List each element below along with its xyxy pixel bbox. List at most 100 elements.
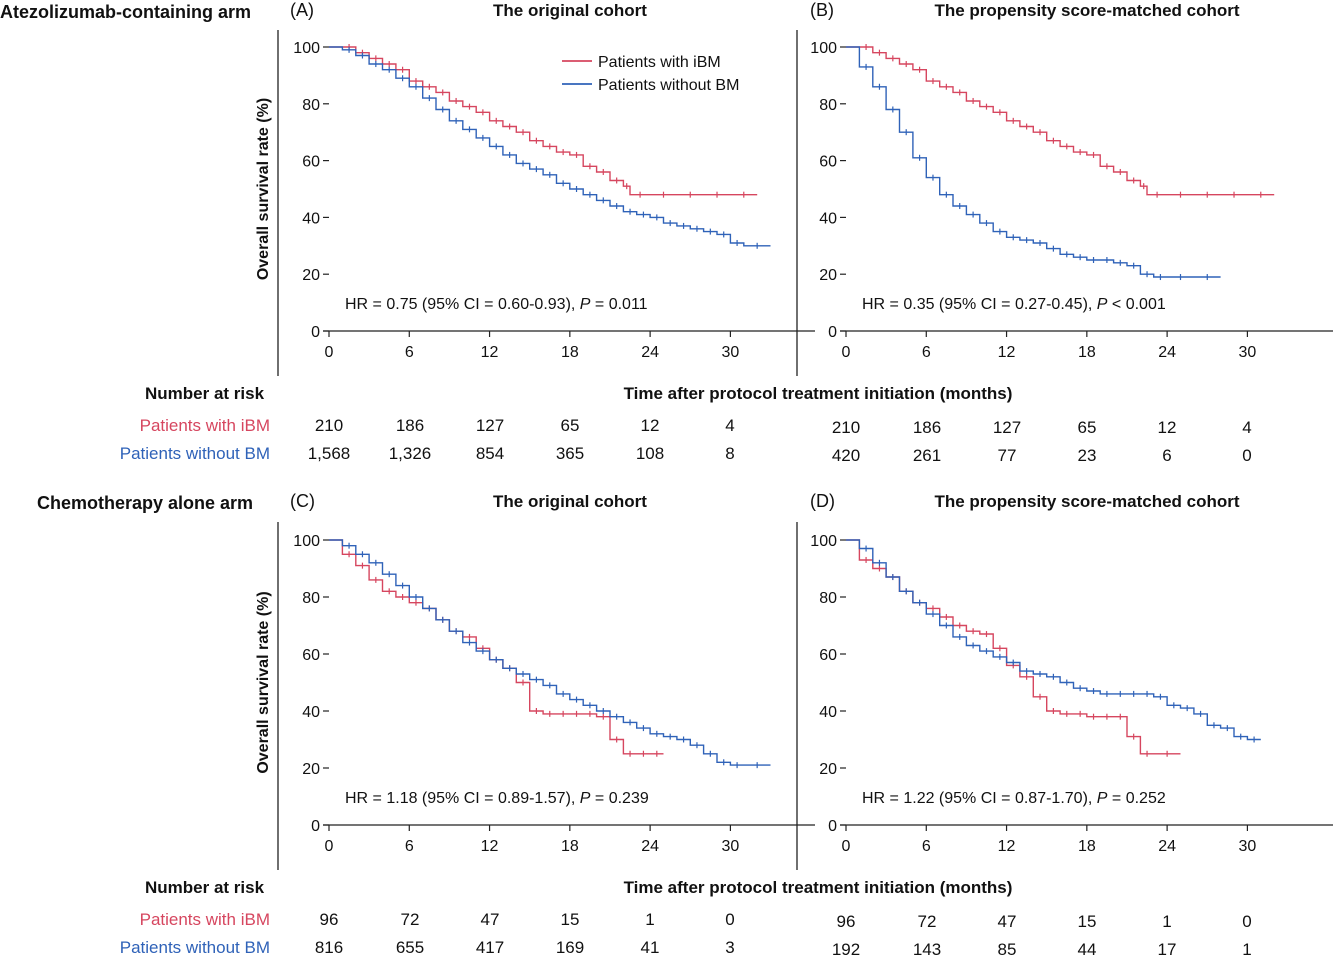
x-tick-label: 0	[325, 838, 334, 855]
risk-count-nobm: 365	[555, 444, 585, 463]
risk-count-ibm: 72	[400, 910, 420, 929]
risk-table-title: Number at risk	[145, 384, 265, 403]
p-label: P	[1097, 790, 1108, 807]
y-tick-label: 40	[302, 704, 320, 721]
risk-count-nobm: 1	[1242, 940, 1252, 959]
x-tick-label: 30	[722, 838, 740, 855]
y-tick-label: 0	[828, 324, 837, 341]
y-tick-label: 80	[302, 590, 320, 607]
series-line-nobm	[329, 539, 771, 766]
hr-text: HR = 0.35 (95% CI = 0.27-0.45),	[862, 296, 1097, 313]
hr-text: HR = 0.75 (95% CI = 0.60-0.93),	[345, 296, 580, 313]
panel-title-a: The original cohort	[493, 1, 647, 20]
x-axis-title: Time after protocol treatment initiation…	[623, 878, 1013, 897]
risk-count-ibm: 47	[997, 912, 1017, 931]
risk-count-ibm: 1	[1162, 912, 1172, 931]
x-tick-label: 18	[1078, 838, 1096, 855]
risk-count-nobm: 85	[997, 940, 1017, 959]
x-tick-label: 6	[405, 838, 414, 855]
x-tick-label: 24	[641, 838, 659, 855]
risk-count-ibm: 127	[475, 416, 505, 435]
series-line-ibm	[329, 46, 758, 196]
y-tick-label: 100	[810, 40, 837, 57]
risk-count-ibm: 96	[319, 910, 339, 929]
panel-letter-a: (A)	[290, 0, 314, 20]
y-tick-label: 0	[828, 818, 837, 835]
arm-title-chemotherapy: Chemotherapy alone arm	[37, 493, 254, 513]
risk-count-nobm: 143	[912, 940, 942, 959]
risk-count-ibm: 72	[917, 912, 937, 931]
risk-label-nobm: Patients without BM	[119, 444, 270, 463]
risk-count-ibm: 0	[725, 910, 735, 929]
y-tick-label: 60	[819, 647, 837, 664]
y-tick-label: 20	[302, 761, 320, 778]
x-tick-label: 24	[641, 344, 659, 361]
risk-count-nobm: 23	[1077, 446, 1097, 465]
hr-annotation: HR = 1.18 (95% CI = 0.89-1.57), P = 0.23…	[345, 790, 649, 807]
risk-count-nobm: 816	[314, 938, 344, 957]
risk-count-nobm: 261	[912, 446, 942, 465]
p-value: < 0.001	[1107, 296, 1165, 313]
p-label: P	[1097, 296, 1108, 313]
risk-count-nobm: 3	[725, 938, 735, 957]
x-axis-title: Time after protocol treatment initiation…	[623, 384, 1013, 403]
arm-title-atezolizumab: Atezolizumab-containing arm	[0, 2, 252, 22]
p-label: P	[580, 296, 591, 313]
risk-count-ibm: 12	[1157, 418, 1177, 437]
p-value: = 0.239	[590, 790, 648, 807]
y-tick-label: 20	[819, 267, 837, 284]
risk-count-ibm: 186	[912, 418, 942, 437]
risk-count-ibm: 186	[395, 416, 425, 435]
hr-annotation: HR = 0.35 (95% CI = 0.27-0.45), P < 0.00…	[862, 296, 1166, 313]
hr-text: HR = 1.18 (95% CI = 0.89-1.57),	[345, 790, 580, 807]
risk-count-ibm: 0	[1242, 912, 1252, 931]
risk-count-nobm: 169	[555, 938, 585, 957]
y-tick-label: 60	[819, 154, 837, 171]
panel-letter-d: (D)	[810, 491, 835, 511]
y-tick-label: 0	[311, 324, 320, 341]
risk-count-nobm: 417	[475, 938, 505, 957]
y-tick-label: 40	[302, 210, 320, 227]
hr-text: HR = 1.22 (95% CI = 0.87-1.70),	[862, 790, 1097, 807]
risk-count-nobm: 1,568	[307, 444, 351, 463]
p-value: = 0.252	[1107, 790, 1165, 807]
y-tick-label: 40	[819, 210, 837, 227]
risk-count-nobm: 1,326	[388, 444, 432, 463]
y-axis-label: Overall survival rate (%)	[255, 591, 272, 773]
x-tick-label: 12	[998, 838, 1016, 855]
y-tick-label: 100	[810, 533, 837, 550]
risk-count-ibm: 210	[314, 416, 344, 435]
risk-count-ibm: 4	[725, 416, 735, 435]
risk-count-nobm: 655	[395, 938, 425, 957]
y-tick-label: 60	[302, 647, 320, 664]
risk-count-ibm: 96	[836, 912, 856, 931]
risk-count-nobm: 108	[635, 444, 665, 463]
chart-panel-c: 0 20 40 60 80 100 0 6 12 18 24 30 Overall survival r…	[255, 522, 815, 870]
x-tick-label: 0	[842, 838, 851, 855]
p-value: = 0.011	[590, 296, 647, 313]
risk-label-nobm: Patients without BM	[119, 938, 270, 957]
risk-count-nobm: 192	[831, 940, 861, 959]
y-tick-label: 80	[819, 97, 837, 114]
y-tick-label: 100	[293, 533, 320, 550]
x-tick-label: 30	[1239, 344, 1257, 361]
y-tick-label: 100	[293, 40, 320, 57]
panel-letter-b: (B)	[810, 0, 834, 20]
chart-panel-a: 0 20 40 60 80 100 0 6 12 18 24 30 Overall survival r…	[255, 30, 815, 376]
y-tick-label: 20	[819, 761, 837, 778]
chart-panel-d: 0 20 40 60 80 100 0 6 12 18 24 30 HR = 1.22 (95% CI …	[796, 522, 1333, 870]
risk-count-nobm: 420	[831, 446, 861, 465]
x-tick-label: 24	[1158, 838, 1176, 855]
series-line-ibm	[846, 539, 1181, 755]
risk-count-nobm: 17	[1157, 940, 1177, 959]
hr-annotation: HR = 0.75 (95% CI = 0.60-0.93), P = 0.01…	[345, 296, 648, 313]
risk-count-nobm: 44	[1077, 940, 1097, 959]
y-tick-label: 20	[302, 267, 320, 284]
risk-count-nobm: 6	[1162, 446, 1172, 465]
x-tick-label: 30	[722, 344, 740, 361]
series-line-nobm	[846, 539, 1261, 741]
y-tick-label: 40	[819, 704, 837, 721]
risk-count-ibm: 47	[480, 910, 500, 929]
x-tick-label: 18	[561, 838, 579, 855]
